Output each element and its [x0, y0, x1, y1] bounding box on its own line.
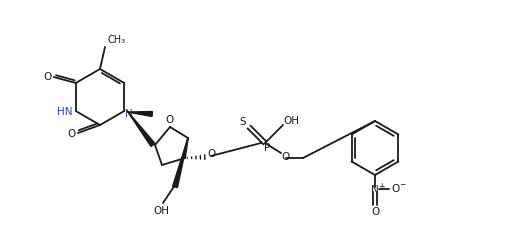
- Text: OH: OH: [153, 206, 169, 216]
- Polygon shape: [127, 111, 155, 147]
- Text: O: O: [391, 184, 399, 194]
- Text: O: O: [208, 149, 216, 159]
- Text: HN: HN: [57, 107, 73, 117]
- Text: S: S: [240, 117, 246, 127]
- Text: −: −: [399, 181, 405, 190]
- Text: CH₃: CH₃: [107, 35, 125, 45]
- Text: +: +: [378, 182, 384, 191]
- Polygon shape: [127, 112, 153, 116]
- Text: OH: OH: [283, 116, 299, 126]
- Text: O: O: [371, 207, 379, 217]
- Text: O: O: [166, 115, 174, 125]
- Text: O: O: [44, 72, 52, 82]
- Polygon shape: [173, 138, 188, 188]
- Text: O: O: [68, 129, 76, 139]
- Text: N: N: [371, 185, 379, 195]
- Text: N: N: [125, 109, 133, 119]
- Text: P: P: [264, 143, 270, 153]
- Text: O: O: [281, 152, 289, 162]
